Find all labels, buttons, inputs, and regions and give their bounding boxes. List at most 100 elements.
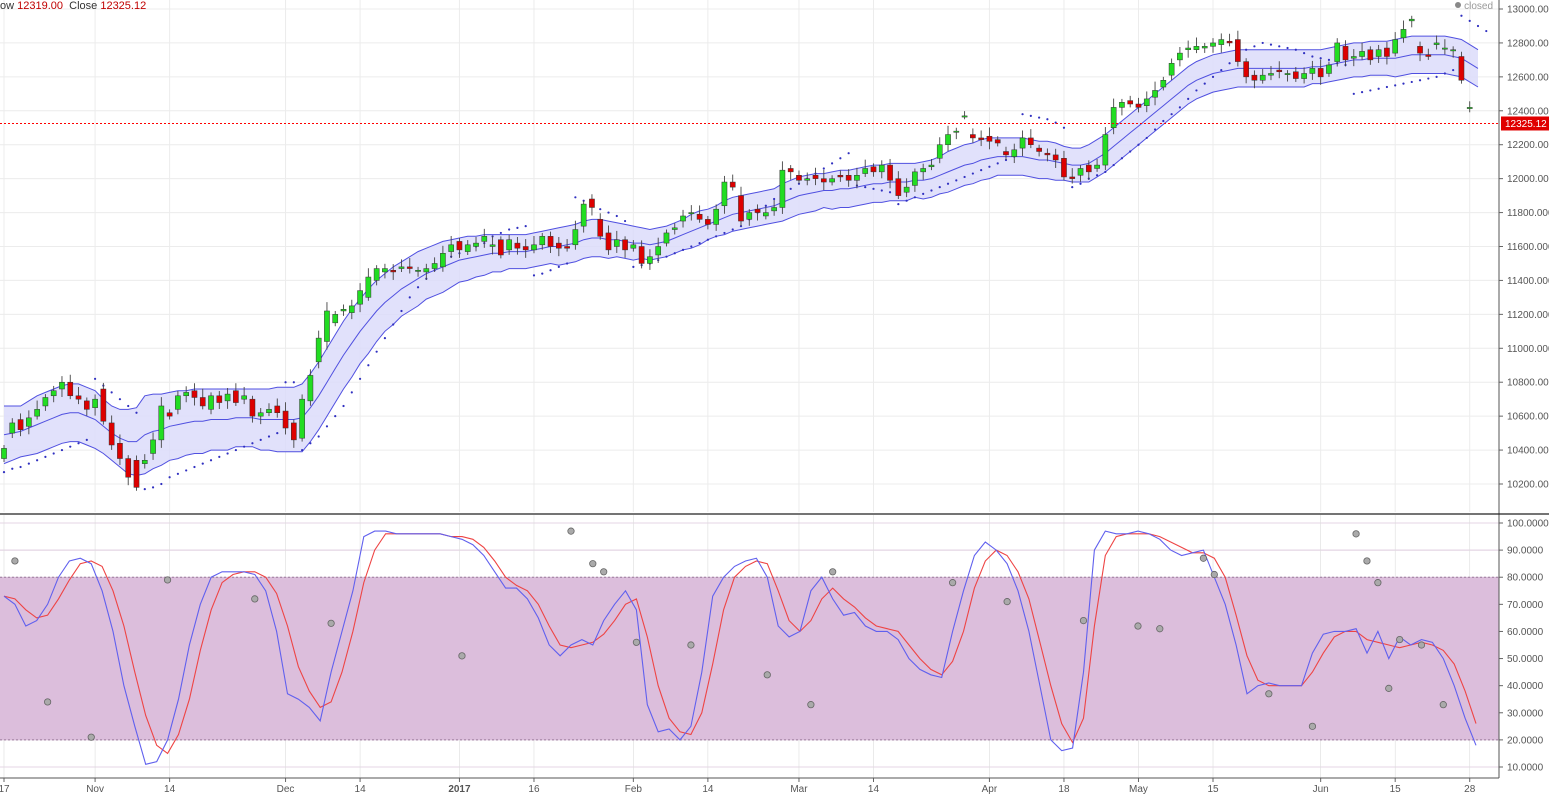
candle[interactable] — [986, 127, 993, 150]
candle[interactable] — [597, 213, 604, 240]
candle[interactable] — [125, 455, 132, 486]
candle[interactable] — [746, 209, 753, 226]
candle[interactable] — [1408, 15, 1415, 28]
candle[interactable] — [175, 391, 181, 415]
candle[interactable] — [779, 161, 786, 214]
candle[interactable] — [1442, 39, 1448, 55]
candle[interactable] — [481, 228, 488, 248]
candle[interactable] — [108, 415, 115, 450]
candle[interactable] — [936, 137, 943, 164]
candle[interactable] — [224, 387, 231, 409]
candle[interactable] — [208, 392, 214, 415]
candle[interactable] — [266, 403, 272, 417]
candle[interactable] — [961, 111, 968, 120]
candle[interactable] — [1259, 69, 1266, 84]
candle[interactable] — [92, 394, 98, 416]
candle[interactable] — [696, 205, 703, 223]
candle[interactable] — [945, 125, 951, 152]
candle[interactable] — [1326, 61, 1332, 77]
candle[interactable] — [1168, 58, 1175, 81]
candle[interactable] — [1152, 81, 1158, 106]
candle[interactable] — [191, 383, 198, 406]
candle[interactable] — [895, 171, 902, 199]
candle[interactable] — [1359, 42, 1365, 60]
candle[interactable] — [183, 386, 189, 403]
candle[interactable] — [1425, 48, 1432, 60]
candle[interactable] — [489, 235, 496, 255]
candle[interactable] — [199, 388, 206, 410]
candle[interactable] — [249, 395, 256, 423]
candle[interactable] — [820, 169, 827, 191]
candle[interactable] — [1077, 165, 1084, 182]
candle[interactable] — [282, 402, 289, 435]
candle[interactable] — [448, 235, 454, 259]
candle[interactable] — [970, 128, 976, 143]
stoch-d-line[interactable] — [3, 533, 1477, 755]
candle[interactable] — [1218, 33, 1225, 53]
candle[interactable] — [415, 266, 421, 277]
candle[interactable] — [721, 175, 728, 214]
candle[interactable] — [357, 283, 363, 313]
candle[interactable] — [837, 170, 844, 182]
candle[interactable] — [622, 236, 628, 258]
candle[interactable] — [1210, 38, 1216, 53]
candle[interactable] — [440, 245, 446, 272]
candle[interactable] — [953, 127, 960, 140]
candle[interactable] — [1309, 60, 1316, 80]
candle[interactable] — [1284, 70, 1291, 82]
candle[interactable] — [456, 238, 463, 258]
candle[interactable] — [1135, 97, 1142, 113]
candle[interactable] — [42, 394, 49, 411]
candle[interactable] — [854, 167, 860, 189]
candle[interactable] — [506, 234, 512, 255]
candle[interactable] — [216, 391, 223, 410]
candle[interactable] — [348, 299, 355, 320]
candle[interactable] — [1433, 35, 1440, 50]
candle[interactable] — [1268, 66, 1274, 81]
candle[interactable] — [763, 206, 769, 220]
candle[interactable] — [1276, 61, 1283, 79]
candle[interactable] — [771, 200, 777, 216]
candle[interactable] — [1367, 46, 1374, 65]
candle[interactable] — [804, 172, 811, 186]
candle[interactable] — [373, 265, 380, 286]
candle[interactable] — [862, 159, 869, 177]
candle[interactable] — [812, 167, 819, 186]
candle[interactable] — [522, 239, 529, 258]
candle[interactable] — [158, 397, 165, 448]
candle[interactable] — [613, 230, 620, 253]
candle[interactable] — [531, 235, 537, 254]
candle[interactable] — [1201, 42, 1208, 53]
candle[interactable] — [1301, 67, 1307, 84]
candle[interactable] — [1400, 20, 1407, 43]
candle[interactable] — [233, 383, 239, 406]
candle[interactable] — [117, 434, 123, 465]
stoch-k-line[interactable] — [3, 530, 1477, 765]
candle[interactable] — [1450, 46, 1456, 58]
candle[interactable] — [912, 168, 918, 192]
stochastic-lines[interactable] — [3, 527, 1477, 765]
candle[interactable] — [1, 444, 7, 462]
candle[interactable] — [713, 204, 719, 231]
candle[interactable] — [580, 200, 587, 233]
candle[interactable] — [1185, 40, 1191, 58]
candle[interactable] — [547, 231, 554, 253]
candle[interactable] — [1119, 98, 1125, 116]
candle[interactable] — [340, 304, 347, 316]
candle[interactable] — [423, 263, 430, 280]
candle[interactable] — [1011, 143, 1018, 164]
candle[interactable] — [647, 249, 653, 270]
candle[interactable] — [166, 409, 173, 420]
candle[interactable] — [903, 178, 910, 198]
candle[interactable] — [431, 257, 438, 272]
candle[interactable] — [729, 174, 736, 191]
candle[interactable] — [1458, 51, 1465, 84]
candle[interactable] — [1317, 59, 1324, 85]
candle[interactable] — [663, 229, 670, 247]
candle[interactable] — [1384, 41, 1390, 65]
candle[interactable] — [324, 302, 330, 350]
candle[interactable] — [241, 386, 247, 405]
candle[interactable] — [1251, 70, 1258, 89]
candle[interactable] — [1061, 150, 1067, 181]
candle[interactable] — [1003, 146, 1009, 160]
